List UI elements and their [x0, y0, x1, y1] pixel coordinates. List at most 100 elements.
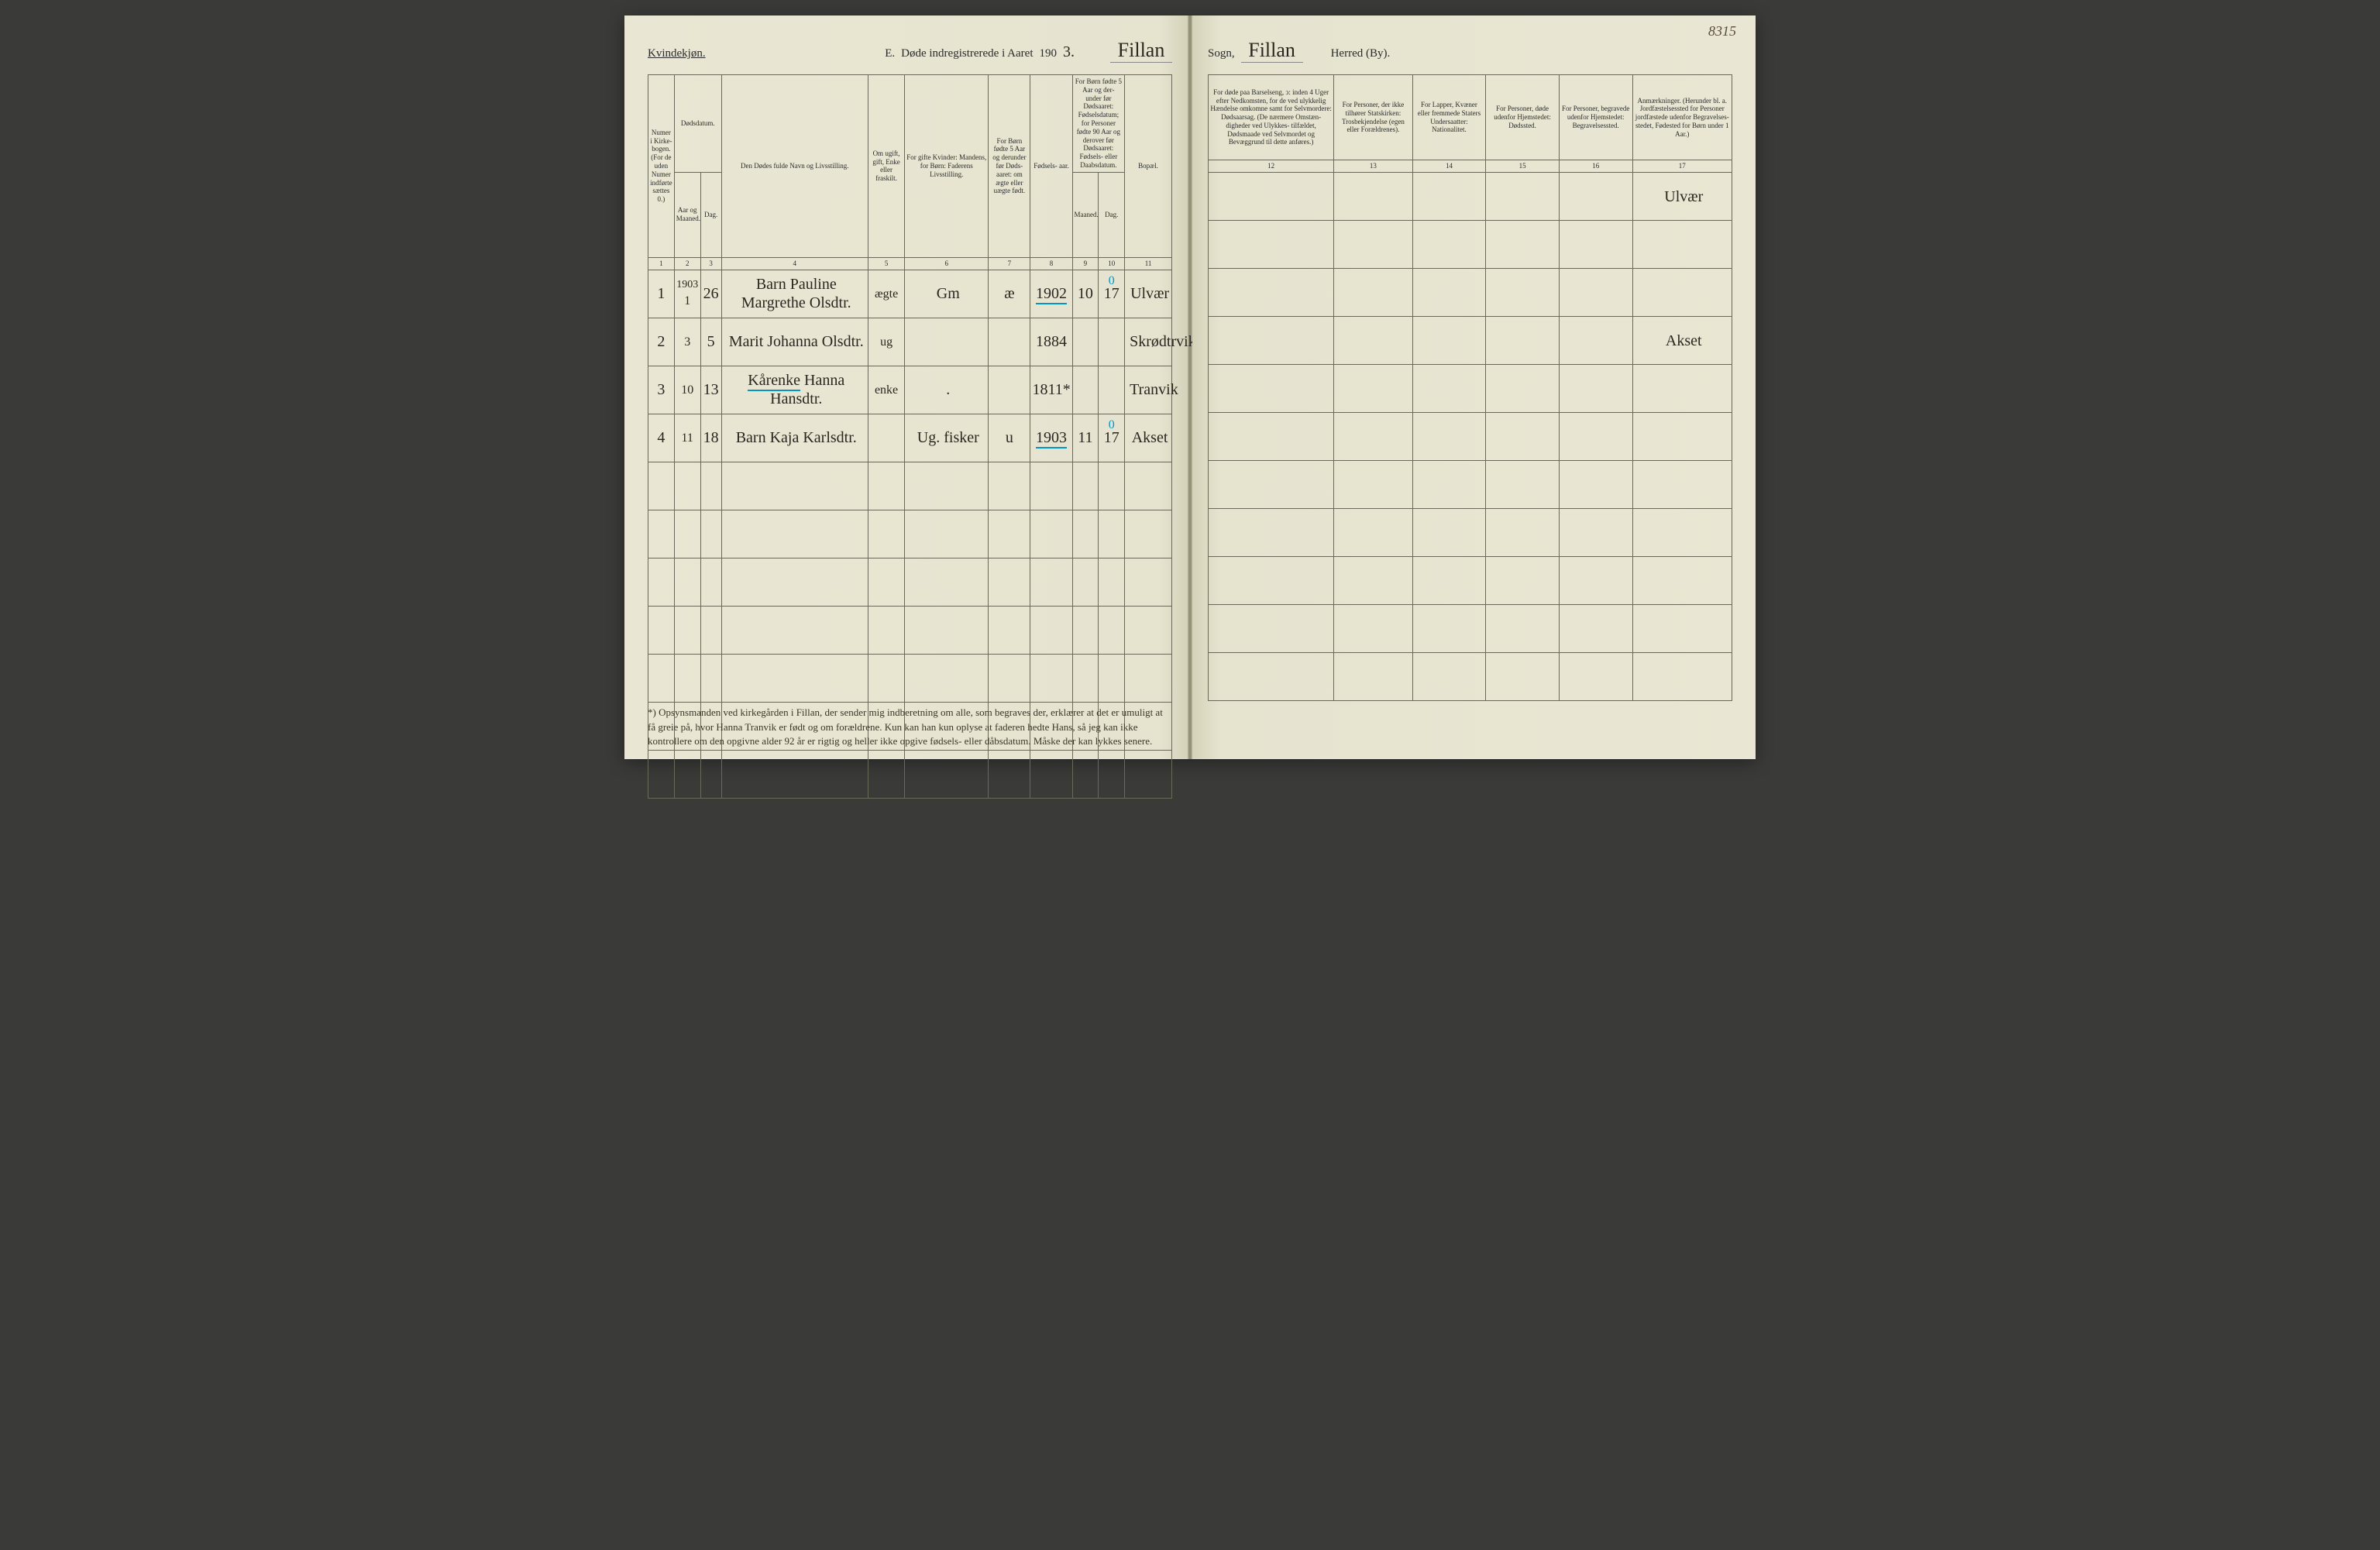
- table-row-empty: [1209, 605, 1732, 653]
- colnum: 2: [674, 257, 700, 270]
- cell-status: ug: [868, 318, 904, 366]
- table-row-empty: [1209, 413, 1732, 461]
- cell-bmonth: [1072, 318, 1099, 366]
- colnum: 1: [648, 257, 675, 270]
- cell-bmonth: 11: [1072, 414, 1099, 462]
- cell-birthyear: 1902: [1030, 270, 1072, 318]
- table-row-empty: [648, 654, 1172, 702]
- cell-father: Ug. fisker: [905, 414, 989, 462]
- cell-legit: u: [989, 414, 1030, 462]
- cell-residence: Akset: [1125, 414, 1172, 462]
- cell-c16: [1559, 317, 1632, 365]
- colnum: 4: [721, 257, 868, 270]
- colnum: 11: [1125, 257, 1172, 270]
- cell-residence: Tranvik: [1125, 366, 1172, 414]
- parish-label: Sogn,: [1208, 47, 1235, 60]
- gender-label: Kvindekjøn.: [648, 47, 706, 60]
- cell-father: [905, 318, 989, 366]
- cell-bday: [1099, 318, 1125, 366]
- title-prefix: Døde indregistrerede i Aaret: [901, 47, 1033, 60]
- cell-c13: [1334, 173, 1412, 221]
- cell-c12: [1209, 269, 1334, 317]
- cell-status: enke: [868, 366, 904, 414]
- cell-name: Barn Kaja Karlsdtr.: [721, 414, 868, 462]
- table-row-empty: [648, 510, 1172, 558]
- col-9b-header: Dag.: [1099, 172, 1125, 257]
- table-row-empty: [1209, 365, 1732, 413]
- register-book: Kvindekjøn. E. Døde indregistrerede i Aa…: [624, 15, 1756, 759]
- cell-num: 3: [648, 366, 675, 414]
- cell-day: 26: [700, 270, 721, 318]
- cell-bday: [1099, 366, 1125, 414]
- table-row: [1209, 221, 1732, 269]
- table-row: Ulvær: [1209, 173, 1732, 221]
- col-8-header: Fødsels- aar.: [1030, 75, 1072, 258]
- cell-c15: [1486, 269, 1560, 317]
- cell-status: [868, 414, 904, 462]
- col-9-header-top: For Børn fødte 5 Aar og der- under før D…: [1072, 75, 1125, 173]
- cell-num: 4: [648, 414, 675, 462]
- col-6-header: For gifte Kvinder: Mandens, for Børn: Fa…: [905, 75, 989, 258]
- cell-residence: Ulvær: [1125, 270, 1172, 318]
- table-row: 2 3 5 Marit Johanna Olsdtr. ug 1884 Skrø…: [648, 318, 1172, 366]
- colnum: 9: [1072, 257, 1099, 270]
- cell-remark: Akset: [1632, 317, 1732, 365]
- colnum: 13: [1334, 160, 1412, 173]
- col-13-header: For Personer, der ikke tilhører Statskir…: [1334, 75, 1412, 160]
- cell-month: 3: [674, 318, 700, 366]
- cell-legit: [989, 318, 1030, 366]
- cell-father: .: [905, 366, 989, 414]
- table-row-empty: [648, 606, 1172, 654]
- col-11-header: Bopæl.: [1125, 75, 1172, 258]
- section-letter: E.: [885, 47, 895, 60]
- table-row: 1 19031 26 Barn Pauline Margrethe Olsdtr…: [648, 270, 1172, 318]
- cell-c13: [1334, 221, 1412, 269]
- page-header-left: Kvindekjøn. E. Døde indregistrerede i Aa…: [648, 39, 1172, 63]
- col-2-header-top: Dødsdatum.: [674, 75, 721, 173]
- table-header-right: For døde paa Barselseng, ↄ: inden 4 Uger…: [1209, 75, 1732, 173]
- colnum: 14: [1412, 160, 1486, 173]
- footnote-text: *) Opsynsmanden ved kirkegården i Fillan…: [648, 706, 1172, 748]
- cell-c12: [1209, 173, 1334, 221]
- cell-name: Kårenke Hanna Hansdtr.: [721, 366, 868, 414]
- cell-residence: Skrødtrvik: [1125, 318, 1172, 366]
- cell-birthyear: 1903: [1030, 414, 1072, 462]
- col-2a-header: Aar og Maaned.: [674, 172, 700, 257]
- cell-c14: [1412, 317, 1486, 365]
- colnum: 16: [1559, 160, 1632, 173]
- cell-bmonth: 10: [1072, 270, 1099, 318]
- cell-bday: 017: [1099, 270, 1125, 318]
- cell-c14: [1412, 269, 1486, 317]
- register-table-left: Numer i Kirke- bogen. (For de uden Numer…: [648, 74, 1172, 799]
- colnum: 12: [1209, 160, 1334, 173]
- cell-remark: [1632, 269, 1732, 317]
- col-17-header: Anmærkninger. (Herunder bl. a. Jordfæste…: [1632, 75, 1732, 160]
- district-handwritten: Fillan: [1241, 39, 1303, 63]
- cell-c14: [1412, 221, 1486, 269]
- cell-name: Barn Pauline Margrethe Olsdtr.: [721, 270, 868, 318]
- cell-bmonth: [1072, 366, 1099, 414]
- cell-legit: æ: [989, 270, 1030, 318]
- colnum: 10: [1099, 257, 1125, 270]
- table-row: [1209, 269, 1732, 317]
- page-header-right: Sogn, Fillan Herred (By).: [1208, 39, 1732, 63]
- colnum: 7: [989, 257, 1030, 270]
- printed-year: 190: [1040, 47, 1058, 60]
- cell-c16: [1559, 173, 1632, 221]
- column-numbers-right: 12 13 14 15 16 17: [1209, 160, 1732, 173]
- cell-day: 5: [700, 318, 721, 366]
- cell-c15: [1486, 221, 1560, 269]
- col-5-header: Om ugift, gift, Enke eller fraskilt.: [868, 75, 904, 258]
- colnum: 17: [1632, 160, 1732, 173]
- cell-status: ægte: [868, 270, 904, 318]
- parish-handwritten: Fillan: [1110, 39, 1172, 63]
- table-row-empty: [1209, 461, 1732, 509]
- col-16-header: For Personer, begravede udenfor Hjemsted…: [1559, 75, 1632, 160]
- colnum: 15: [1486, 160, 1560, 173]
- page-corner-number: 8315: [1708, 23, 1736, 40]
- col-7-header: For Børn fødte 5 Aar og derunder før Død…: [989, 75, 1030, 258]
- cell-c15: [1486, 173, 1560, 221]
- colnum: 3: [700, 257, 721, 270]
- colnum: 5: [868, 257, 904, 270]
- table-row-empty: [648, 462, 1172, 510]
